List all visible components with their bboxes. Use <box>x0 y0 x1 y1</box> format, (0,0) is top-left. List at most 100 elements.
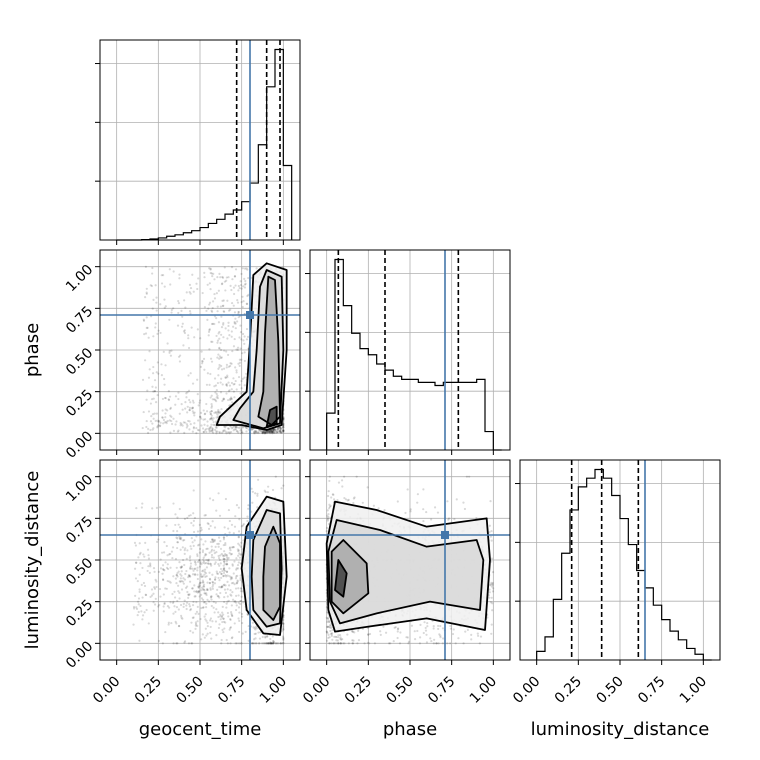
sample-point <box>231 266 233 268</box>
sample-point <box>149 572 151 574</box>
sample-point <box>233 383 235 385</box>
sample-point <box>218 273 220 275</box>
sample-point <box>180 615 182 617</box>
sample-point <box>218 627 220 629</box>
sample-point <box>178 592 180 594</box>
sample-point <box>174 524 176 526</box>
sample-point <box>152 307 154 309</box>
sample-point <box>230 611 232 613</box>
sample-point <box>162 417 164 419</box>
sample-point <box>238 631 240 633</box>
sample-point <box>199 562 201 564</box>
sample-point <box>184 549 186 551</box>
sample-point <box>182 559 184 561</box>
sample-point <box>220 305 222 307</box>
sample-point <box>217 306 219 308</box>
sample-point <box>203 369 205 371</box>
sample-point <box>197 393 199 395</box>
sample-point <box>267 486 269 488</box>
sample-point <box>187 374 189 376</box>
sample-point <box>237 555 239 557</box>
sample-point <box>137 614 139 616</box>
sample-point <box>207 308 209 310</box>
sample-point <box>453 518 455 520</box>
sample-point <box>218 347 220 349</box>
sample-point <box>167 580 169 582</box>
sample-point <box>135 544 137 546</box>
sample-point <box>341 479 343 481</box>
sample-point <box>241 296 243 298</box>
sample-point <box>212 432 214 434</box>
sample-point <box>148 622 150 624</box>
sample-point <box>462 502 464 504</box>
sample-point <box>233 546 235 548</box>
sample-point <box>174 423 176 425</box>
sample-point <box>172 575 174 577</box>
sample-point <box>212 581 214 583</box>
sample-point <box>196 288 198 290</box>
sample-point <box>211 275 213 277</box>
sample-point <box>134 542 136 544</box>
sample-point <box>214 611 216 613</box>
sample-point <box>178 302 180 304</box>
sample-point <box>223 538 225 540</box>
sample-point <box>200 573 202 575</box>
sample-point <box>169 396 171 398</box>
sample-point <box>282 625 284 627</box>
sample-point <box>215 510 217 512</box>
sample-point <box>238 507 240 509</box>
sample-point <box>219 515 221 517</box>
sample-point <box>195 283 197 285</box>
sample-point <box>241 616 243 618</box>
sample-point <box>151 423 153 425</box>
sample-point <box>192 570 194 572</box>
sample-point <box>179 413 181 415</box>
sample-point <box>190 642 192 644</box>
sample-point <box>188 603 190 605</box>
sample-point <box>235 642 237 644</box>
sample-point <box>184 553 186 555</box>
sample-point <box>185 604 187 606</box>
sample-point <box>238 536 240 538</box>
sample-point <box>210 638 212 640</box>
sample-point <box>237 587 239 589</box>
sample-point <box>225 327 227 329</box>
sample-point <box>218 537 220 539</box>
sample-point <box>176 600 178 602</box>
sample-point <box>180 617 182 619</box>
sample-point <box>151 507 153 509</box>
sample-point <box>217 397 219 399</box>
sample-point <box>199 399 201 401</box>
sample-point <box>233 391 235 393</box>
sample-point <box>241 288 243 290</box>
sample-point <box>208 334 210 336</box>
sample-point <box>215 602 217 604</box>
sample-point <box>223 601 225 603</box>
sample-point <box>243 343 245 345</box>
sample-point <box>213 293 215 295</box>
sample-point <box>207 625 209 627</box>
sample-point <box>193 414 195 416</box>
sample-point <box>141 584 143 586</box>
sample-point <box>216 310 218 312</box>
sample-point <box>259 637 261 639</box>
sample-point <box>156 413 158 415</box>
sample-point <box>236 504 238 506</box>
sample-point <box>216 342 218 344</box>
sample-point <box>269 638 271 640</box>
sample-point <box>190 423 192 425</box>
sample-point <box>219 559 221 561</box>
sample-point <box>229 285 231 287</box>
sample-point <box>203 272 205 274</box>
sample-point <box>231 401 233 403</box>
sample-point <box>177 398 179 400</box>
sample-point <box>222 305 224 307</box>
sample-point <box>223 299 225 301</box>
sample-point <box>145 594 147 596</box>
sample-point <box>231 604 233 606</box>
sample-point <box>220 618 222 620</box>
sample-point <box>227 427 229 429</box>
sample-point <box>241 596 243 598</box>
sample-point <box>195 621 197 623</box>
